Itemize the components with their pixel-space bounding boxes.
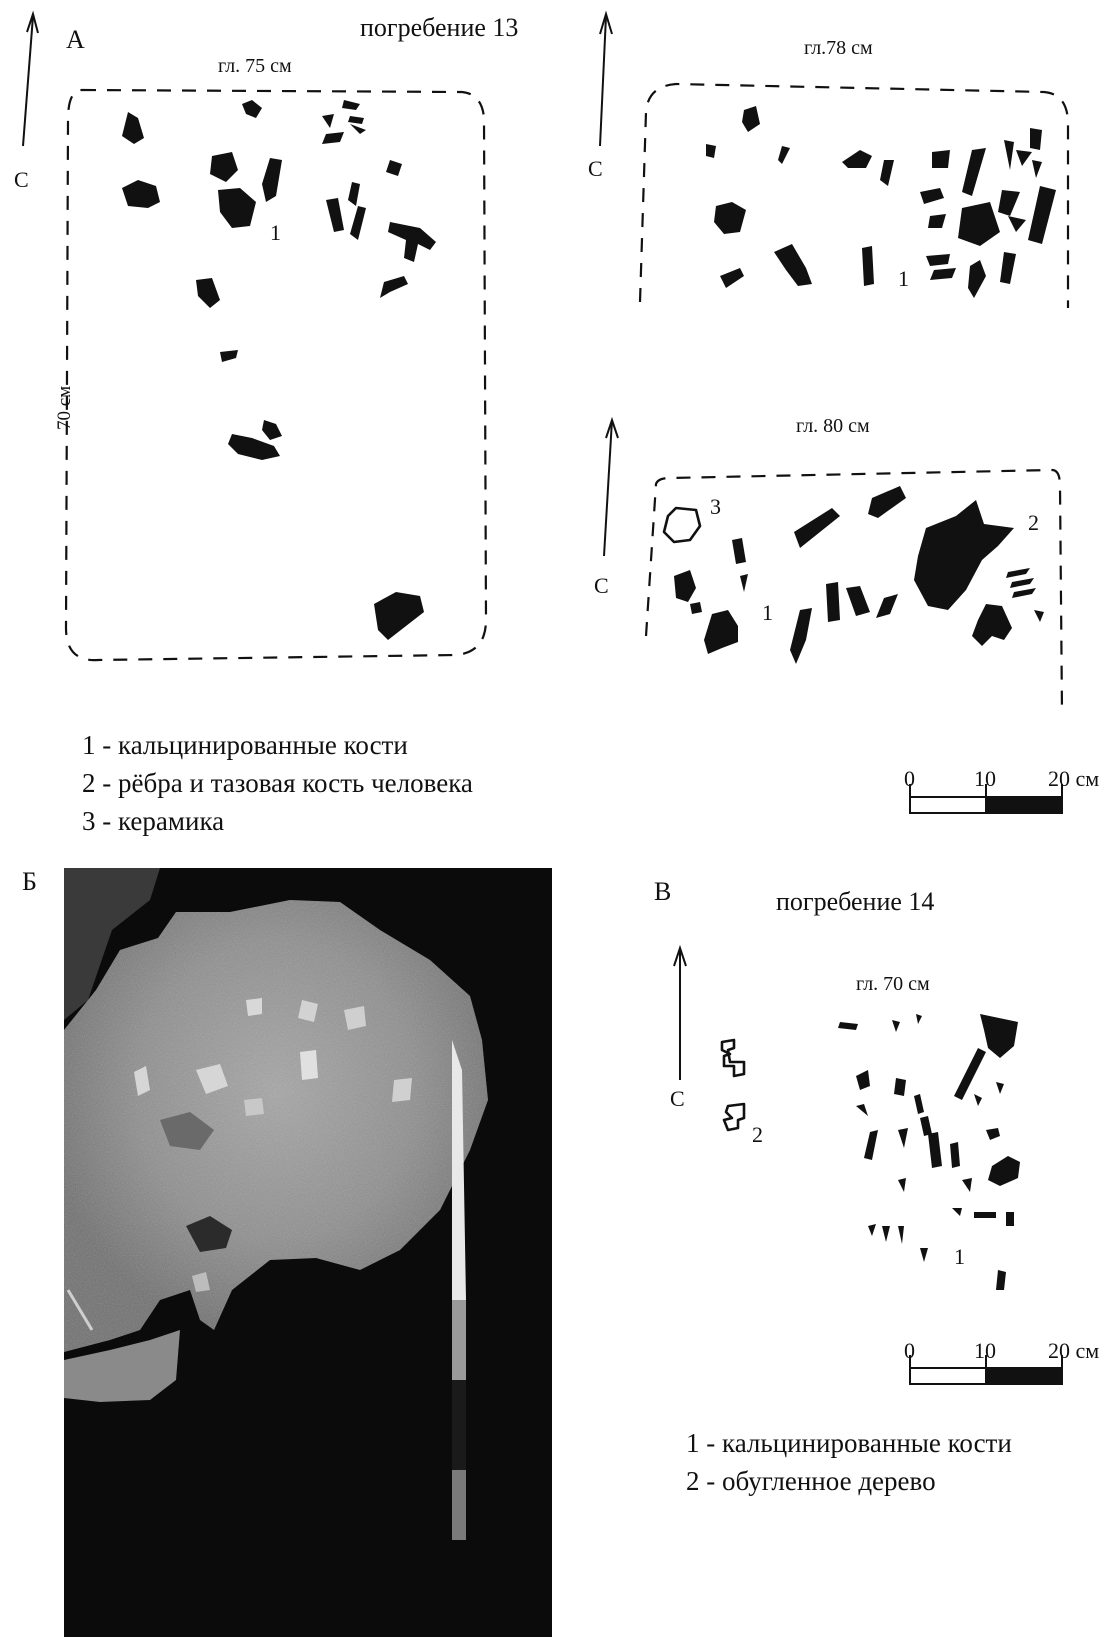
scale-v-tick-10: 10 [974,1338,996,1363]
north-arrow-plan-3 [603,416,619,557]
plan-1-depth-label: гл. 75 см [218,55,292,77]
legend-a-item-2: 2 - рёбра и тазовая кость человека [82,768,473,798]
north-arrow-plan-1 [22,10,39,147]
plan-3-outline [644,468,1064,713]
burial-13-title: погребение 13 [360,13,518,42]
plan-3-depth-label: гл. 80 см [796,415,870,437]
burial-14-marker-1: 1 [954,1244,965,1269]
north-label-plan-1: С [14,167,29,192]
plan-3-marker-1: 1 [762,600,773,625]
north-label-burial-14: С [670,1086,685,1111]
north-arrow-plan-2 [599,10,613,147]
plan-3-marker-2: 2 [1028,510,1039,535]
panel-a-letter: А [66,25,85,54]
charred-wood-outlines [720,1038,746,1132]
plan-1-outline [64,88,488,662]
legend-a-item-3: 3 - керамика [82,806,224,836]
scale-v-tick-0: 0 [904,1338,915,1363]
plan-3-ceramic-outline [662,506,702,544]
plan-2-outline [638,82,1070,308]
scale-a-tick-10: 10 [974,766,996,791]
plan-1-marker-1: 1 [270,220,281,245]
legend-v-item-2: 2 - обугленное дерево [686,1466,936,1496]
scale-bar-a [909,784,1063,814]
plan-2-depth-label: гл.78 см [804,37,873,59]
legend-a-item-1: 1 - кальцинированные кости [82,730,408,760]
legend-v-item-1: 1 - кальцинированные кости [686,1428,1012,1458]
plan-1-width-label: 70 см [54,386,75,430]
plan-3-marker-3: 3 [710,494,721,519]
panel-b-letter: Б [22,867,37,896]
north-label-plan-3: С [594,573,609,598]
plan-1-calcined-bones [122,100,436,640]
north-label-plan-2: С [588,156,603,181]
scale-a-tick-20: 20 см [1048,766,1099,791]
plan-2-calcined-bones [706,106,1056,298]
scale-a-tick-0: 0 [904,766,915,791]
scale-bar-v [909,1355,1063,1385]
burial-14-depth-label: гл. 70 см [856,973,930,995]
burial-14-title: погребение 14 [776,887,934,916]
plan-2-marker-1: 1 [898,266,909,291]
north-arrow-burial-14 [673,944,687,1080]
burial-14-calcined-bones [838,1014,1020,1290]
scale-v-tick-20: 20 см [1048,1338,1099,1363]
excavation-photo [64,868,552,1637]
burial-14-marker-2: 2 [752,1122,763,1147]
panel-v-letter: В [654,877,671,906]
plan-3-human-bones [914,500,1044,646]
plan-3-calcined-bones [674,486,906,664]
